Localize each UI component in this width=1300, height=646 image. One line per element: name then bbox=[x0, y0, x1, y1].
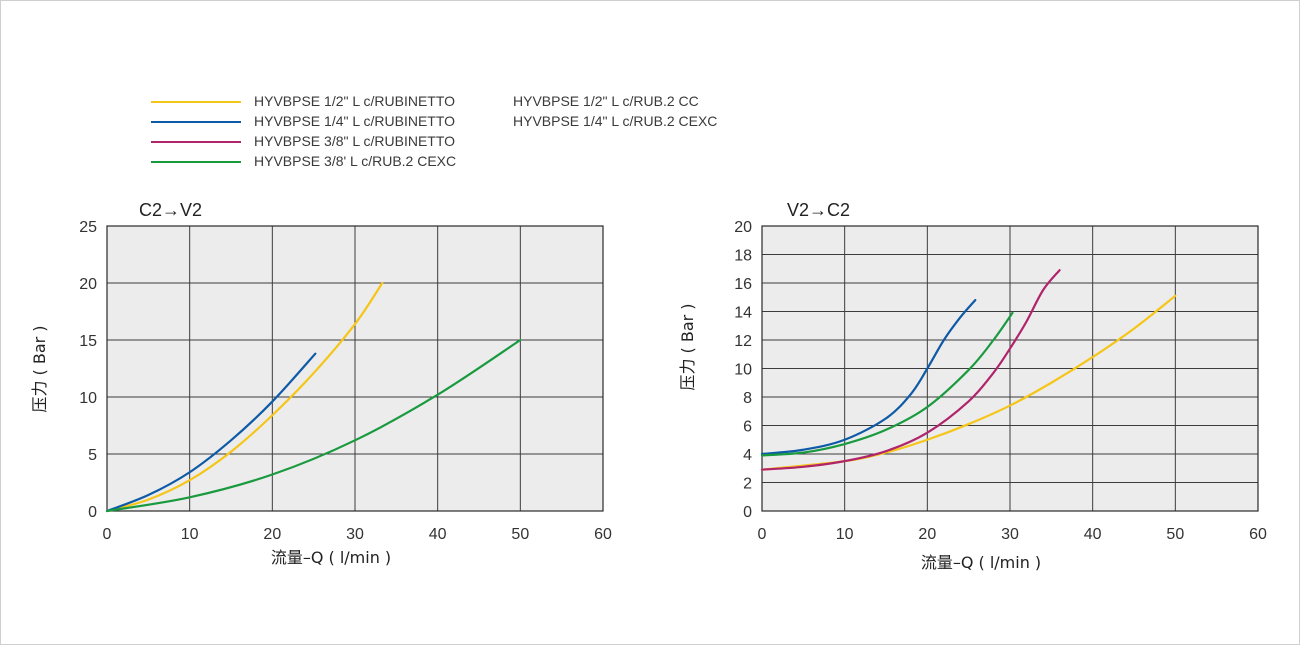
y-tick-label: 25 bbox=[79, 219, 97, 236]
x-tick-label: 60 bbox=[1249, 526, 1267, 543]
legend-label: HYVBPSE 1/4" L c/RUBINETTO bbox=[254, 113, 456, 129]
legend-entry: HYVBPSE 3/8" L c/RUBINETTO bbox=[151, 132, 511, 152]
series-line bbox=[105, 352, 317, 513]
series-line bbox=[760, 294, 1177, 471]
legend-entry: HYVBPSE 1/2" L c/RUBINETTO bbox=[151, 92, 511, 112]
chart-title: V2→C2 bbox=[787, 200, 850, 220]
series-line bbox=[105, 338, 522, 513]
legend: HYVBPSE 1/2" L c/RUBINETTO HYVBPSE 1/4" … bbox=[151, 92, 771, 172]
y-tick-label: 16 bbox=[734, 276, 752, 293]
series-line bbox=[105, 281, 384, 513]
legend-entry: HYVBPSE 3/8' L c/RUB.2 CEXC bbox=[151, 152, 511, 172]
chart-c2-v2: 0 10 20 30 40 50 60 0 5 10 15 20 25 C2→V2 流量–Q ( l/min… bbox=[30, 200, 612, 567]
x-tick-label: 0 bbox=[103, 526, 112, 543]
x-tick-label: 30 bbox=[346, 526, 364, 543]
y-axis-label: 压力 ( Bar ) bbox=[30, 325, 49, 412]
x-tick-label: 20 bbox=[263, 526, 281, 543]
x-axis-label: 流量–Q ( l/min ) bbox=[921, 553, 1041, 572]
plot-area bbox=[762, 226, 1258, 511]
legend-label: HYVBPSE 3/8' L c/RUB.2 CEXC bbox=[254, 153, 457, 169]
x-tick-label: 30 bbox=[1001, 526, 1019, 543]
x-tick-label: 40 bbox=[1084, 526, 1102, 543]
series-line bbox=[760, 311, 1014, 457]
y-tick-label: 18 bbox=[734, 248, 752, 265]
y-axis-label: 压力 ( Bar ) bbox=[678, 303, 697, 390]
y-tick-label: 15 bbox=[79, 333, 97, 350]
x-tick-label: 50 bbox=[1166, 526, 1184, 543]
legend-entry: HYVBPSE 1/4" L c/RUBINETTO bbox=[151, 112, 511, 132]
x-tick-label: 20 bbox=[918, 526, 936, 543]
x-tick-label: 50 bbox=[511, 526, 529, 543]
x-tick-label: 40 bbox=[429, 526, 447, 543]
y-tick-label: 20 bbox=[79, 276, 97, 293]
y-tick-label: 10 bbox=[79, 390, 97, 407]
chart-title: C2→V2 bbox=[139, 200, 202, 220]
series-line bbox=[760, 269, 1061, 471]
legend-extra-label: HYVBPSE 1/4" L c/RUB.2 CEXC bbox=[513, 113, 718, 129]
y-tick-label: 4 bbox=[743, 447, 752, 464]
y-tick-label: 5 bbox=[88, 447, 97, 464]
x-tick-label: 10 bbox=[181, 526, 199, 543]
x-tick-label: 0 bbox=[758, 526, 767, 543]
x-tick-label: 10 bbox=[836, 526, 854, 543]
plot-border bbox=[761, 225, 1259, 512]
legend-extra-label: HYVBPSE 1/2" L c/RUB.2 CC bbox=[513, 93, 699, 109]
y-tick-label: 8 bbox=[743, 390, 752, 407]
series-line bbox=[760, 299, 977, 456]
y-tick-label: 0 bbox=[743, 504, 752, 521]
y-tick-label: 12 bbox=[734, 333, 752, 350]
legend-swatch bbox=[151, 141, 241, 143]
x-tick-label: 60 bbox=[594, 526, 612, 543]
legend-swatch bbox=[151, 161, 241, 163]
legend-swatch bbox=[151, 101, 241, 103]
legend-swatch bbox=[151, 121, 241, 123]
legend-label: HYVBPSE 1/2" L c/RUBINETTO bbox=[254, 93, 456, 109]
x-axis-label: 流量–Q ( l/min ) bbox=[271, 548, 391, 567]
legend-label: HYVBPSE 3/8" L c/RUBINETTO bbox=[254, 133, 456, 149]
y-tick-label: 14 bbox=[734, 305, 752, 322]
y-tick-label: 10 bbox=[734, 362, 752, 379]
y-tick-label: 0 bbox=[88, 504, 97, 521]
y-tick-label: 20 bbox=[734, 219, 752, 236]
y-tick-label: 6 bbox=[743, 419, 752, 436]
y-tick-label: 2 bbox=[743, 476, 752, 493]
plot-border bbox=[106, 225, 604, 512]
